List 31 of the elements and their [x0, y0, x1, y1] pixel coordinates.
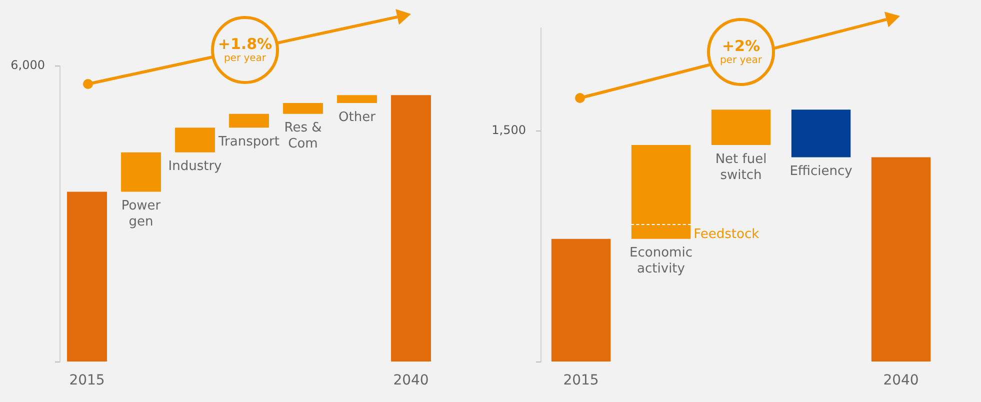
bar — [791, 110, 851, 158]
circle-badge: +2% per year — [707, 18, 775, 86]
annotation: per year — [720, 54, 762, 66]
x-tick-label: Industry — [168, 159, 222, 174]
x-tick-label: Res & Com — [284, 120, 322, 152]
x-tick-label: Power gen — [121, 198, 162, 230]
y-tick-label: 6,000 — [10, 58, 45, 72]
x-tick-label: Economic activity — [630, 246, 692, 277]
x-tick-label: Transport — [217, 134, 280, 150]
bar — [631, 144, 691, 239]
x-tick-label: Net fuel switch — [715, 152, 767, 183]
bar — [711, 110, 771, 145]
annotation: +2% — [722, 36, 760, 54]
x-tick-label: 2015 — [69, 372, 105, 389]
annotation: Feedstock — [694, 227, 760, 242]
bar — [121, 152, 161, 192]
x-tick-label: 2040 — [883, 372, 919, 389]
x-tick-label: Efficiency — [790, 164, 853, 180]
bar — [391, 95, 431, 362]
x-tick-label: 2015 — [563, 372, 599, 389]
bar — [337, 95, 377, 103]
circle-badge: +1.8% per year — [211, 16, 279, 84]
bar — [551, 238, 611, 362]
bar — [175, 128, 215, 152]
bar — [229, 114, 269, 128]
bar — [283, 103, 323, 114]
y-tick-label: 1,500 — [492, 123, 526, 138]
bar — [67, 192, 107, 362]
bar — [871, 157, 931, 362]
x-tick-label: 2040 — [393, 372, 429, 389]
x-tick-label: Other — [338, 110, 376, 125]
